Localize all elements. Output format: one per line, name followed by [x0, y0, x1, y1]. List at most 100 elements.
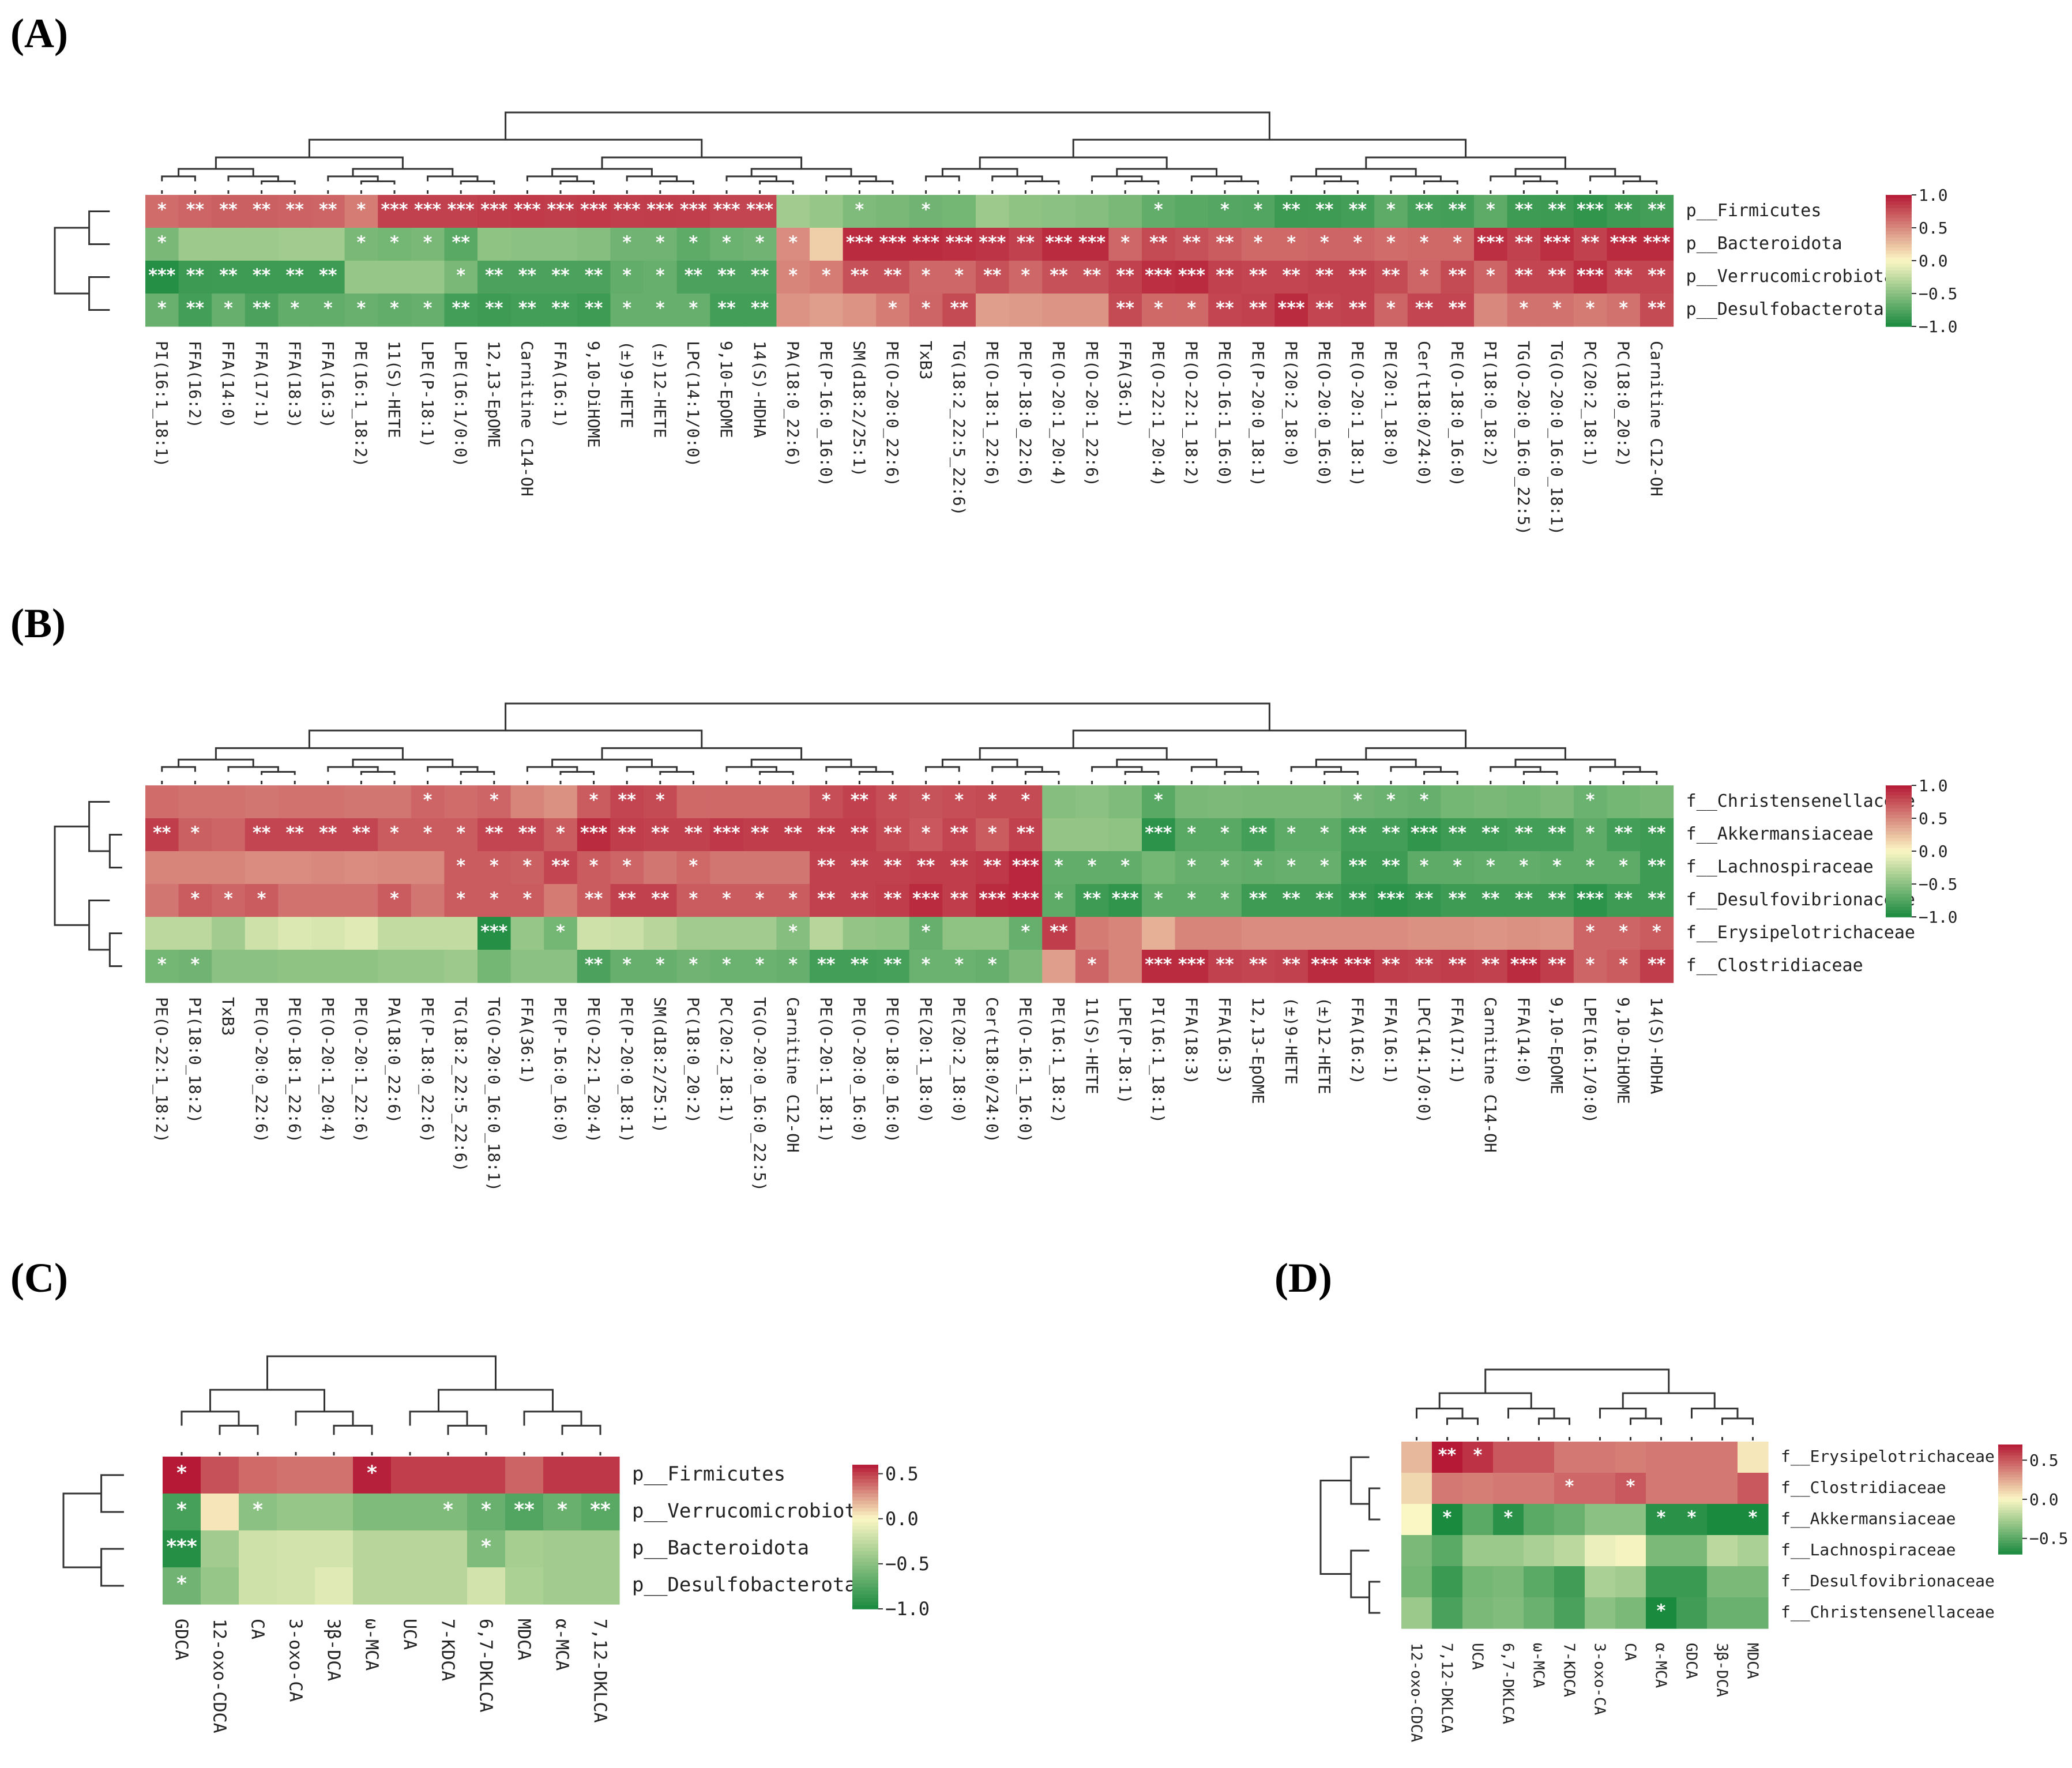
significance-mark: * — [922, 790, 931, 810]
significance-mark: *** — [946, 232, 973, 253]
heatmap-cell — [909, 294, 943, 327]
heatmap-cell — [776, 917, 810, 950]
heatmap-cell — [467, 1530, 506, 1568]
heatmap-cell — [1607, 785, 1641, 819]
heatmap-cell — [245, 917, 279, 950]
heatmap-cell — [976, 294, 1010, 327]
colorbar-segment — [1886, 887, 1912, 891]
heatmap-cell — [245, 294, 279, 327]
heatmap-cell — [544, 228, 578, 261]
heatmap-cell — [1615, 1504, 1646, 1536]
heatmap-cell — [278, 785, 312, 819]
heatmap-cell — [1585, 1504, 1616, 1536]
significance-mark: *** — [1145, 265, 1172, 285]
heatmap-cell — [1640, 950, 1674, 983]
heatmap-cell — [411, 818, 445, 852]
colorbar: 1.0 0.5 0.0 −0.5 −1.0 — [1886, 186, 1957, 336]
heatmap-cell — [810, 917, 844, 950]
significance-mark: ** — [851, 823, 869, 843]
colorbar-segment — [1886, 910, 1912, 915]
significance-mark: ** — [1216, 265, 1234, 285]
column-label: UCA — [1468, 1643, 1486, 1670]
significance-mark: * — [290, 298, 299, 318]
colorbar-segment — [852, 1472, 878, 1476]
heatmap-cell — [1208, 261, 1242, 294]
significance-mark: ** — [286, 823, 304, 843]
heatmap-cell — [710, 917, 744, 950]
significance-mark: ** — [1648, 200, 1666, 220]
colorbar-segment — [1886, 198, 1912, 202]
heatmap-cell — [1493, 1566, 1524, 1598]
heatmap-cell — [743, 294, 777, 327]
significance-mark: ** — [883, 954, 902, 975]
heatmap-cell — [1540, 294, 1574, 327]
heatmap-cell — [1493, 1473, 1524, 1504]
heatmap-cell — [1432, 1504, 1463, 1536]
colorbar-segment — [1886, 257, 1912, 261]
significance-mark: ** — [1515, 889, 1533, 909]
heatmap-cell — [311, 884, 345, 917]
heatmap-cell — [212, 917, 246, 950]
significance-mark: ** — [219, 265, 238, 285]
heatmap-cell — [1646, 1473, 1677, 1504]
heatmap-cell — [1507, 261, 1541, 294]
heatmap-cell — [1432, 1535, 1463, 1567]
heatmap-cell — [644, 228, 678, 261]
significance-mark: * — [622, 265, 631, 285]
significance-mark: * — [888, 790, 897, 810]
heatmap-cell — [278, 851, 312, 885]
heatmap-cell — [1341, 228, 1375, 261]
heatmap-cell — [477, 851, 512, 885]
colorbar-segment — [1886, 884, 1912, 888]
heatmap-cell — [1540, 785, 1574, 819]
colorbar-segment — [1886, 788, 1912, 793]
significance-mark: * — [1088, 954, 1097, 975]
colorbar-segment — [1886, 864, 1912, 868]
heatmap-cell — [1573, 195, 1607, 228]
column-label: PE(O-16:1_16:0) — [1016, 997, 1035, 1143]
significance-mark: ** — [1382, 823, 1400, 843]
column-label: FFA(14:0) — [1514, 997, 1533, 1085]
significance-mark: * — [954, 954, 964, 975]
heatmap-cell — [378, 261, 412, 294]
significance-mark: ** — [1648, 889, 1666, 909]
significance-mark: * — [1154, 200, 1163, 220]
heatmap-cell — [311, 261, 345, 294]
heatmap-cell — [1308, 261, 1342, 294]
heatmap-cell — [810, 261, 844, 294]
heatmap-cell — [1009, 785, 1043, 819]
significance-mark: ** — [1481, 954, 1500, 975]
significance-mark: * — [1657, 1601, 1666, 1621]
significance-mark: ** — [1449, 298, 1467, 318]
colorbar-segment — [1886, 224, 1912, 228]
significance-mark: * — [622, 954, 631, 975]
colorbar-segment — [1998, 1515, 2022, 1519]
colorbar-segment — [1886, 841, 1912, 845]
significance-mark: ** — [1249, 298, 1268, 318]
significance-mark: *** — [480, 200, 507, 220]
column-label: PA(18:0_22:6) — [384, 997, 404, 1123]
significance-mark: * — [490, 856, 499, 876]
significance-mark: * — [689, 232, 698, 253]
heatmap-cell — [1208, 294, 1242, 327]
column-label: PE(P-20:0_18:1) — [1248, 341, 1268, 487]
heatmap-cell — [510, 195, 544, 228]
heatmap-cell — [942, 261, 976, 294]
column-label: Cer(t18:0/24:0) — [983, 997, 1002, 1143]
heatmap-cell — [311, 818, 345, 852]
significance-mark: * — [1619, 856, 1628, 876]
column-label: 9,10-EpOME — [717, 341, 736, 438]
heatmap-cell — [1676, 1566, 1708, 1598]
colorbar-segment — [852, 1544, 878, 1548]
significance-mark: ** — [1017, 823, 1035, 843]
significance-mark: *** — [148, 265, 175, 285]
heatmap-cell — [1208, 851, 1242, 885]
colorbar-tick-label: 0.5 — [1919, 219, 1948, 238]
heatmap-cell — [610, 195, 644, 228]
column-dendrogram — [161, 702, 1658, 784]
significance-mark: ** — [950, 889, 969, 909]
heatmap-cell — [505, 1530, 544, 1568]
heatmap-cell — [178, 228, 212, 261]
heatmap-cell — [1441, 851, 1475, 885]
column-label: MDCA — [514, 1619, 534, 1660]
